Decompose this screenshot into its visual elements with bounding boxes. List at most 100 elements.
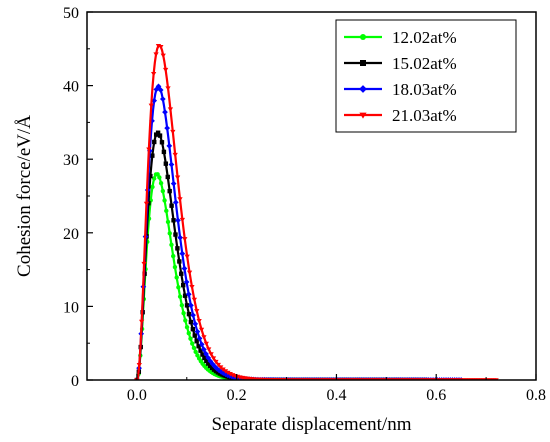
- x-tick-label: 0.0: [127, 387, 147, 404]
- data-point: [148, 103, 154, 109]
- data-point: [141, 261, 147, 267]
- legend-marker: [360, 34, 366, 40]
- data-point: [170, 180, 177, 187]
- data-point: [182, 237, 188, 242]
- data-point: [198, 341, 205, 348]
- y-tick-label: 30: [63, 152, 79, 169]
- data-point: [164, 208, 169, 214]
- data-point: [167, 188, 172, 194]
- data-point: [194, 309, 200, 314]
- data-point: [159, 96, 166, 102]
- y-tick-label: 50: [63, 5, 79, 22]
- y-axis: 0 10 20 30 40 50: [63, 5, 93, 390]
- y-tick-label: 40: [63, 79, 79, 96]
- y-axis-title: Cohesion force/eV/Å: [14, 115, 35, 277]
- legend-item: 15.02at%: [344, 54, 457, 73]
- series-line: [135, 43, 497, 380]
- data-point: [169, 242, 174, 248]
- legend: 12.02at% 15.02at% 18.03at% 21.03at%: [335, 19, 517, 133]
- data-point: [151, 97, 158, 104]
- data-point: [210, 356, 217, 361]
- series-line: [135, 131, 427, 380]
- legend-item: 18.03at%: [344, 80, 457, 99]
- legend-label: 15.02at%: [392, 54, 457, 73]
- data-point: [150, 184, 155, 190]
- x-axis: 0.0 0.2 0.4 0.6 0.8: [86, 374, 546, 404]
- data-point: [166, 142, 173, 149]
- data-point: [225, 370, 231, 376]
- data-point: [179, 217, 186, 223]
- data-point: [158, 44, 164, 50]
- data-point: [162, 198, 167, 203]
- legend-item: 12.02at%: [344, 28, 457, 47]
- data-point: [171, 218, 176, 223]
- data-point: [172, 199, 179, 206]
- data-point: [159, 140, 165, 145]
- data-point: [153, 52, 159, 57]
- data-point: [155, 83, 162, 90]
- data-point: [157, 133, 163, 138]
- series-15.02at%: [134, 130, 429, 380]
- y-tick-label: 0: [71, 373, 79, 390]
- data-point: [222, 369, 229, 374]
- data-point: [150, 153, 155, 158]
- data-point: [190, 326, 196, 332]
- data-point: [160, 188, 166, 194]
- data-point: [184, 303, 190, 308]
- y-tick-label: 20: [63, 226, 79, 243]
- data-point: [206, 347, 212, 352]
- data-point: [180, 282, 186, 288]
- data-point: [192, 333, 197, 338]
- data-point: [224, 372, 231, 379]
- data-point: [213, 359, 219, 365]
- data-point: [173, 232, 178, 237]
- data-point: [163, 161, 169, 166]
- data-point: [171, 253, 176, 259]
- data-point: [164, 125, 171, 131]
- data-point: [188, 336, 193, 341]
- data-point: [201, 346, 207, 353]
- data-point: [194, 338, 199, 344]
- data-point: [189, 284, 195, 290]
- data-point: [175, 217, 181, 224]
- data-point: [179, 250, 186, 257]
- data-point: [190, 341, 195, 346]
- data-point: [215, 362, 221, 368]
- legend-marker: [359, 112, 367, 119]
- data-point: [192, 321, 199, 327]
- data-point: [143, 201, 150, 207]
- data-point: [158, 180, 164, 186]
- x-tick-label: 0.4: [326, 387, 346, 404]
- data-point: [186, 330, 191, 336]
- data-point: [151, 71, 157, 77]
- data-point: [198, 327, 205, 333]
- data-point: [185, 291, 192, 298]
- legend-label: 12.02at%: [392, 28, 457, 47]
- data-point: [157, 87, 164, 93]
- legend-item: 21.03at%: [344, 106, 457, 125]
- data-point: [188, 319, 194, 325]
- data-point: [152, 139, 157, 145]
- data-point: [183, 318, 188, 323]
- data-point: [165, 174, 170, 180]
- y-tick-label: 10: [63, 299, 79, 316]
- data-point: [188, 302, 194, 309]
- data-point: [186, 311, 192, 317]
- data-point: [161, 149, 167, 155]
- data-point: [167, 107, 174, 112]
- data-point: [194, 328, 201, 335]
- data-point: [216, 367, 222, 374]
- data-point: [169, 203, 174, 208]
- data-point: [182, 293, 188, 298]
- data-point: [207, 358, 214, 365]
- data-point: [203, 351, 209, 357]
- data-point: [184, 254, 190, 260]
- data-point: [179, 271, 184, 276]
- data-point: [139, 319, 145, 325]
- data-point: [183, 279, 190, 285]
- data-point: [165, 219, 171, 225]
- data-point: [172, 152, 178, 158]
- data-point: [201, 335, 207, 340]
- data-point: [162, 109, 168, 116]
